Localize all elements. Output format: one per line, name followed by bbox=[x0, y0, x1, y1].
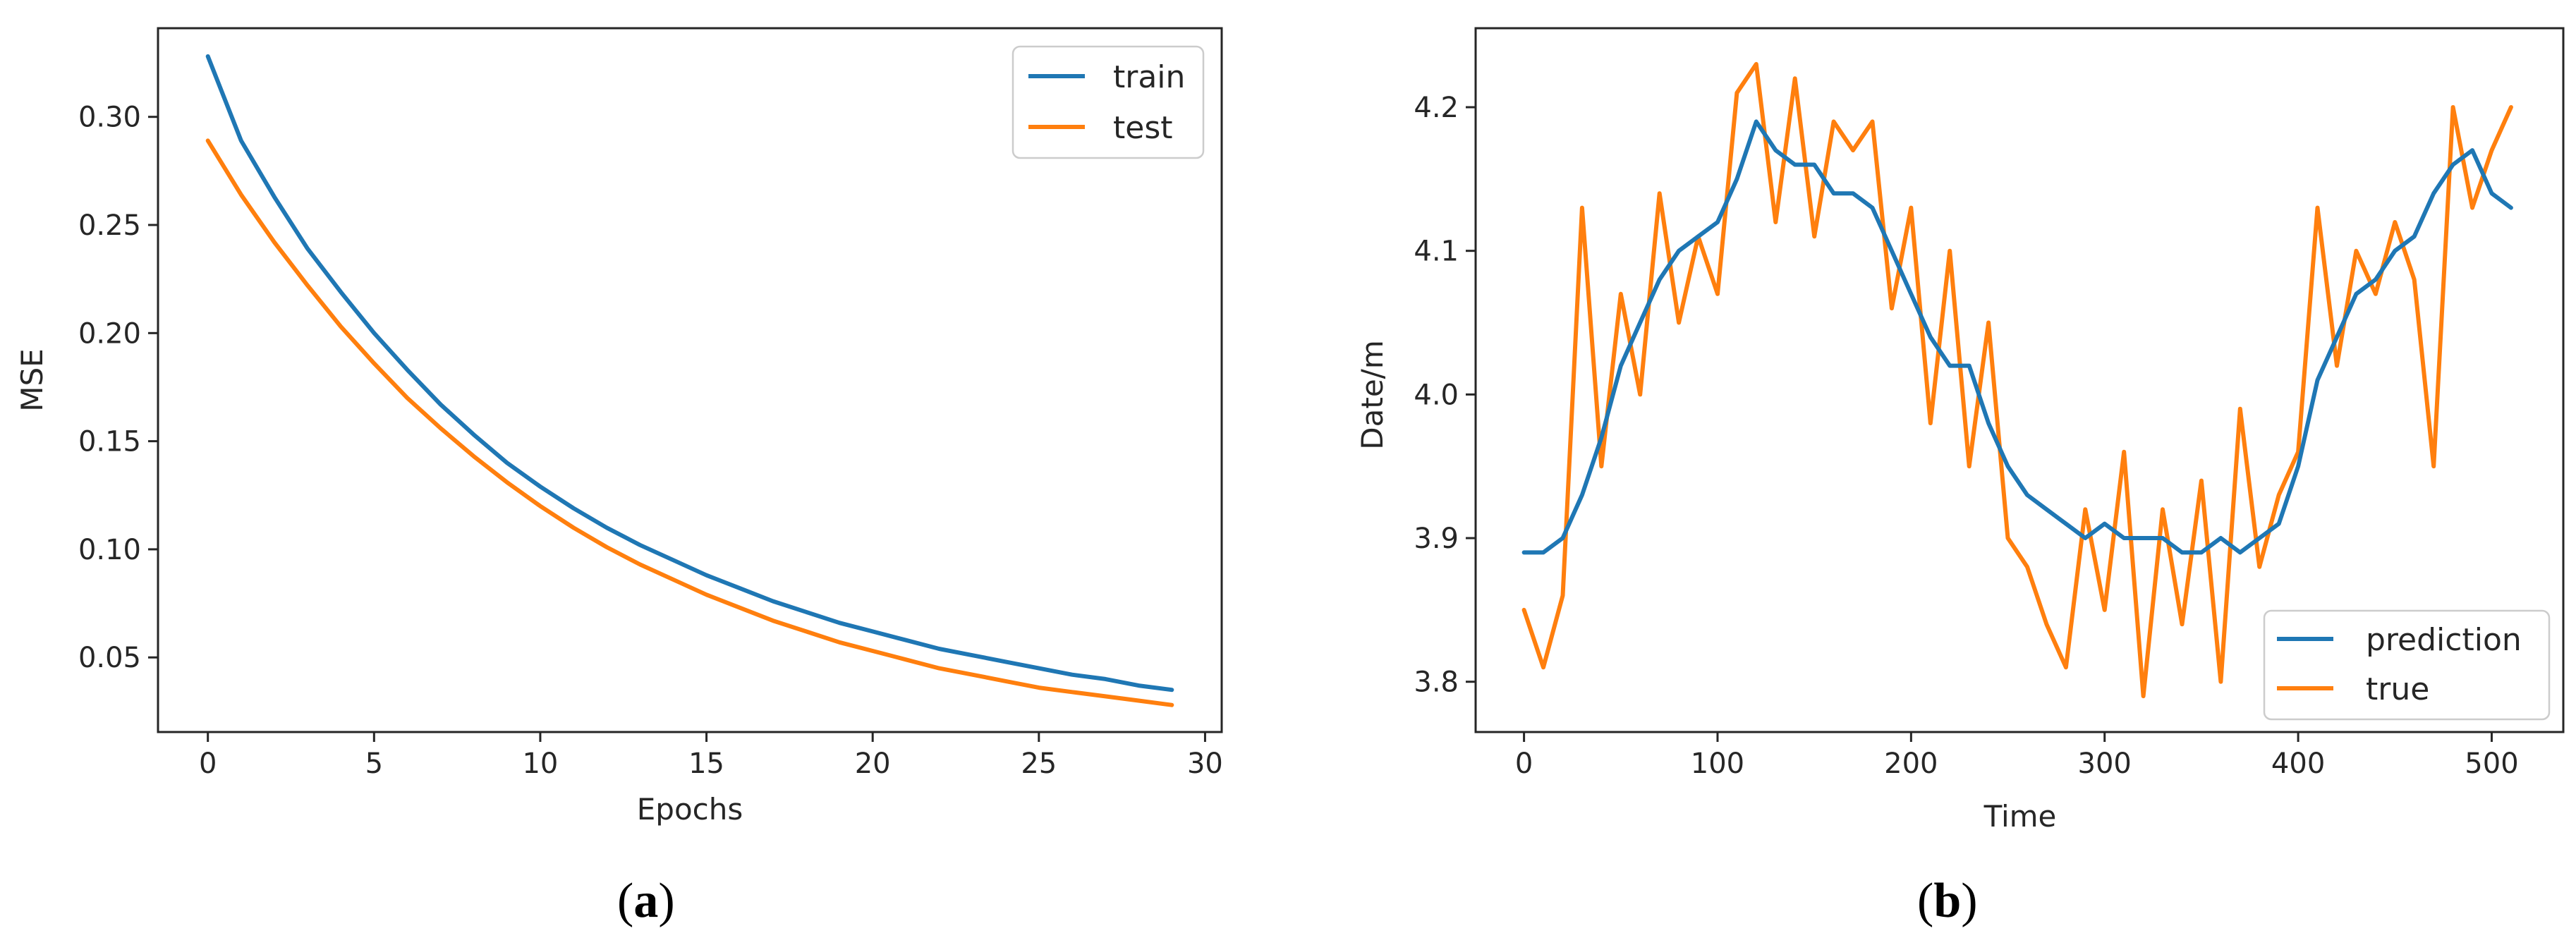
panel-caption-b: (b) bbox=[1917, 874, 1978, 928]
y-tick-label: 4.0 bbox=[1414, 379, 1459, 411]
caption-open: ( bbox=[1917, 874, 1933, 928]
x-tick-label: 10 bbox=[522, 748, 558, 780]
x-axis-label: Time bbox=[1983, 799, 2057, 834]
x-tick-label: 0 bbox=[1515, 748, 1533, 780]
caption-letter: a bbox=[633, 874, 658, 928]
legend: train test bbox=[1011, 45, 1205, 159]
y-tick-label: 0.10 bbox=[78, 534, 141, 566]
x-tick-label: 30 bbox=[1187, 748, 1223, 780]
y-axis-ticks: 3.8 3.9 4.0 4.1 4.2 bbox=[1414, 92, 1476, 699]
x-tick-label: 15 bbox=[688, 748, 724, 780]
legend-box bbox=[2263, 609, 2551, 721]
y-tick-label: 0.20 bbox=[78, 317, 141, 350]
caption-letter: b bbox=[1933, 874, 1961, 928]
series-line-true bbox=[1521, 61, 2513, 699]
y-tick-label: 0.05 bbox=[78, 642, 141, 674]
legend-label-true: true bbox=[2366, 671, 2429, 707]
y-tick-label: 0.30 bbox=[78, 102, 141, 134]
legend-label-prediction: prediction bbox=[2366, 622, 2522, 658]
y-tick-label: 3.8 bbox=[1414, 666, 1459, 699]
mse-chart: 0 5 10 15 20 25 30 0.05 0.10 0.15 0.20 0.25 0.30 Ep… bbox=[15, 27, 1223, 928]
x-tick-label: 5 bbox=[365, 748, 383, 780]
panel-caption-a: (a) bbox=[617, 874, 675, 928]
legend-label-test: test bbox=[1113, 110, 1173, 146]
series-lines bbox=[1521, 61, 2513, 699]
x-tick-label: 25 bbox=[1021, 748, 1057, 780]
y-tick-label: 4.1 bbox=[1414, 236, 1459, 268]
plot-frame bbox=[157, 27, 1223, 733]
caption-close: ) bbox=[658, 874, 674, 928]
caption-open: ( bbox=[617, 874, 633, 928]
series-line-test bbox=[205, 138, 1174, 707]
x-tick-label: 200 bbox=[1884, 748, 1938, 780]
y-tick-label: 3.9 bbox=[1414, 523, 1459, 555]
x-tick-label: 400 bbox=[2271, 748, 2325, 780]
x-axis-label: Epochs bbox=[637, 792, 743, 827]
y-axis-label: Date/m bbox=[1355, 340, 1390, 449]
legend: prediction true bbox=[2263, 609, 2551, 721]
x-tick-label: 300 bbox=[2078, 748, 2132, 780]
y-tick-label: 0.15 bbox=[78, 426, 141, 458]
legend-label-train: train bbox=[1113, 59, 1185, 95]
caption-close: ) bbox=[1961, 874, 1977, 928]
x-tick-label: 20 bbox=[855, 748, 891, 780]
x-tick-label: 100 bbox=[1691, 748, 1744, 780]
series-line-prediction bbox=[1521, 119, 2513, 555]
plot-frame bbox=[1474, 27, 2565, 733]
series-line-train bbox=[205, 54, 1174, 693]
y-axis-ticks: 0.05 0.10 0.15 0.20 0.25 0.30 bbox=[78, 102, 158, 674]
x-tick-label: 500 bbox=[2465, 748, 2518, 780]
x-tick-label: 0 bbox=[199, 748, 217, 780]
y-axis-label: MSE bbox=[15, 348, 49, 411]
y-tick-label: 4.2 bbox=[1414, 92, 1459, 124]
y-tick-label: 0.25 bbox=[78, 209, 141, 242]
x-axis-ticks: 0 100 200 300 400 500 bbox=[1515, 732, 2519, 780]
water-level-chart: 0 100 200 300 400 500 3.8 3.9 4.0 4.1 4.2 Time Da… bbox=[1355, 27, 2565, 928]
series-lines bbox=[205, 54, 1174, 707]
x-axis-ticks: 0 5 10 15 20 25 30 bbox=[199, 732, 1223, 780]
